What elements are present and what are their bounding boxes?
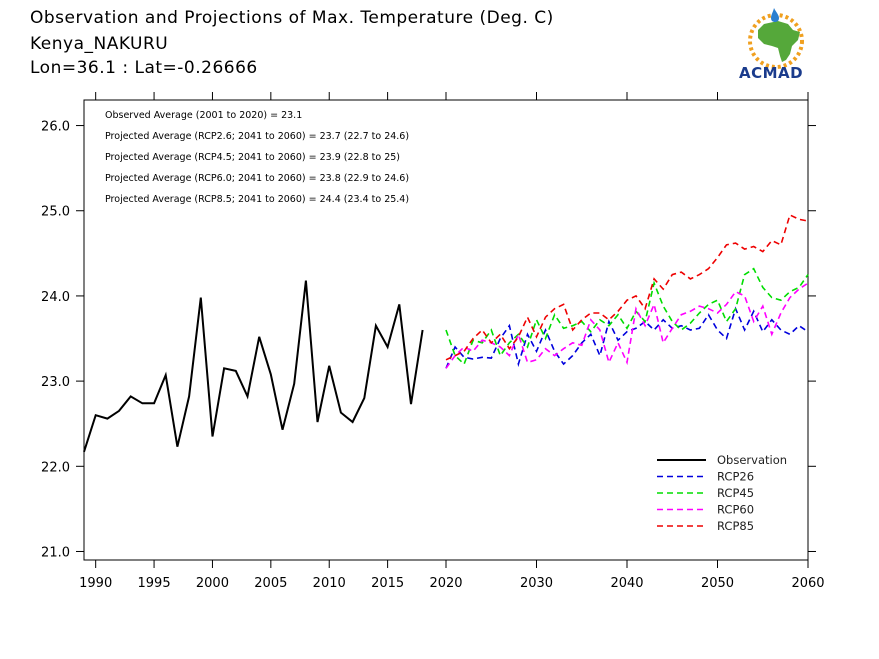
acmad-logo-text: ACMAD [739,64,804,82]
acmad-logo [748,8,804,69]
africa-map-icon [758,21,800,62]
average-annotation: Projected Average (RCP2.6; 2041 to 2060)… [105,131,409,142]
y-tick-label: 22.0 [41,460,70,475]
x-tick-label: 2040 [610,576,643,591]
x-tick-label: 2005 [254,576,287,591]
chart-title: Observation and Projections of Max. Temp… [30,8,554,28]
water-drop-icon [771,8,779,22]
legend-label: RCP85 [717,519,754,533]
series-line-rcp45 [445,267,809,366]
legend-label: RCP45 [717,486,754,500]
station-name: Kenya_NAKURU [30,34,169,54]
y-tick-label: 26.0 [41,120,70,135]
legend-label: RCP60 [717,503,754,517]
y-tick-label: 25.0 [41,205,70,220]
x-tick-label: 1990 [79,576,112,591]
average-annotation: Projected Average (RCP8.5; 2041 to 2060)… [105,194,409,205]
station-coordinates: Lon=36.1 : Lat=-0.26666 [30,58,258,78]
x-tick-label: 2030 [520,576,553,591]
legend-label: Observation [717,453,787,467]
chart-plot [83,213,809,453]
legend-label: RCP26 [717,470,754,484]
chart-annotations: Observed Average (2001 to 2020) = 23.1 Pr… [105,110,409,205]
series-line-rcp60 [445,282,809,369]
y-tick-label: 23.0 [41,375,70,390]
average-annotation: Projected Average (RCP6.0; 2041 to 2060)… [105,173,409,184]
chart-axes: 21.0 22.0 23.0 24.0 25.0 26.0 1990 1995 2000 2005… [41,92,825,591]
average-annotation: Projected Average (RCP4.5; 2041 to 2060)… [105,152,400,163]
series-line-rcp26 [445,306,809,369]
x-tick-label: 2060 [791,576,824,591]
x-tick-label: 2050 [701,576,734,591]
series-line-observation [83,280,424,453]
chart-legend: Observation RCP26 RCP45 RCP60 RCP85 [657,453,787,533]
y-tick-label: 21.0 [41,545,70,560]
y-tick-label: 24.0 [41,290,70,305]
x-tick-label: 2020 [429,576,462,591]
x-tick-label: 2010 [313,576,346,591]
x-tick-label: 1995 [138,576,171,591]
x-tick-label: 2015 [371,576,404,591]
series-line-rcp85 [445,213,809,361]
x-tick-label: 2000 [196,576,229,591]
average-annotation: Observed Average (2001 to 2020) = 23.1 [105,110,302,121]
